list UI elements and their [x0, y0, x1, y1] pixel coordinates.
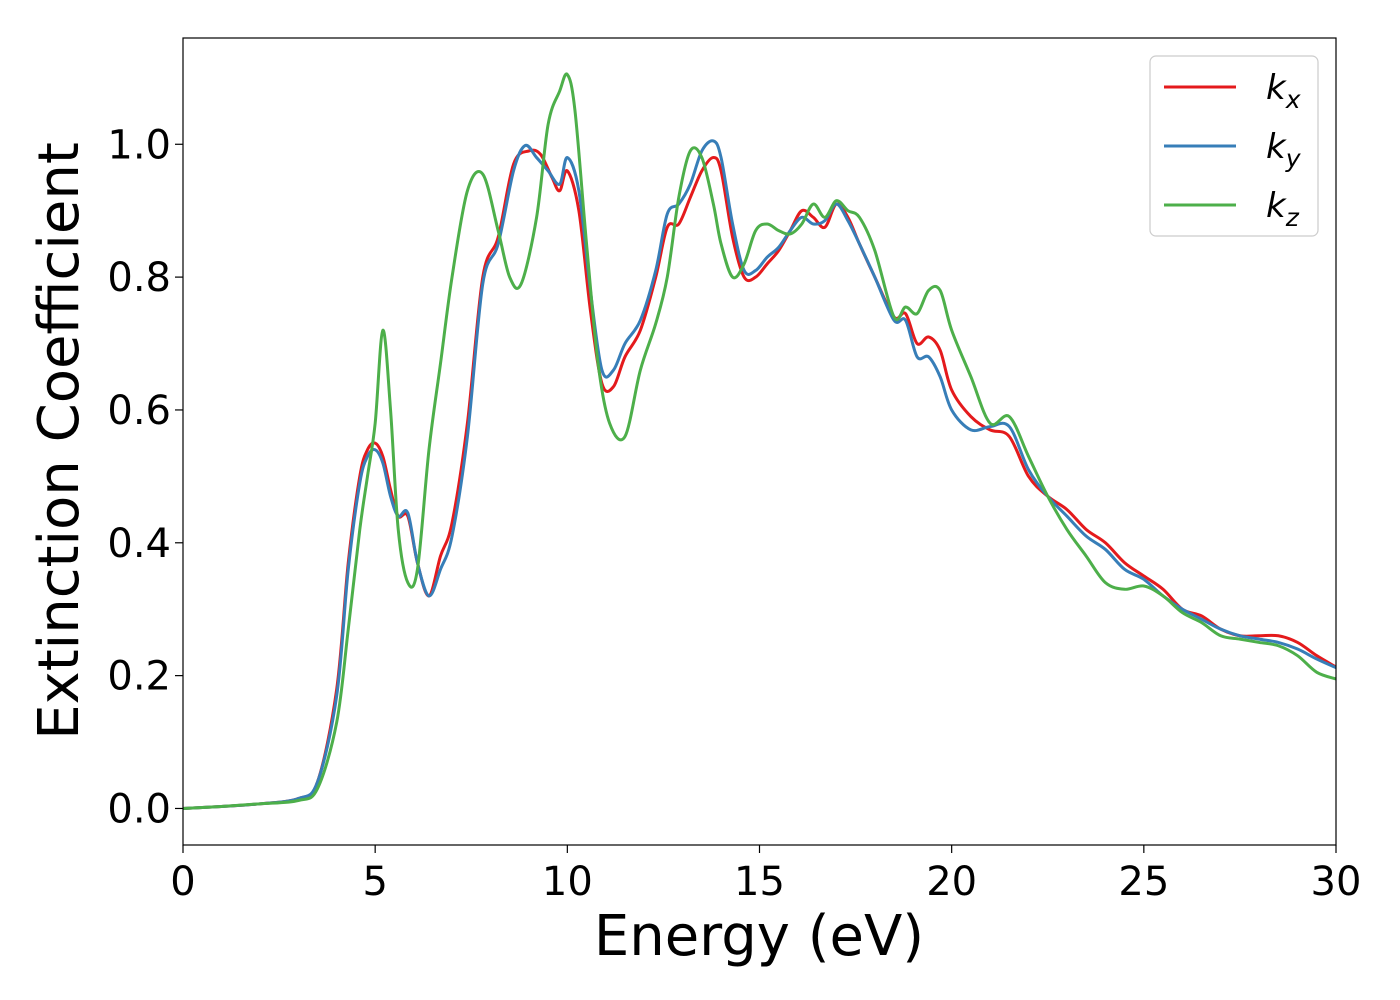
x-tick-label: 25 [1118, 859, 1169, 905]
x-tick-label: 5 [362, 859, 387, 905]
x-tick-label: 0 [170, 859, 195, 905]
x-tick-label: 10 [542, 859, 593, 905]
y-tick-label: 1.0 [107, 122, 171, 168]
series-line-y [183, 139, 1336, 810]
x-tick-label: 15 [734, 859, 785, 905]
legend-label-y: ky [1266, 127, 1302, 173]
x-tick-label: 20 [926, 859, 977, 905]
legend: kx ky kz [1149, 55, 1319, 237]
y-tick-label: 0.0 [107, 786, 171, 832]
series-line-z [183, 72, 1336, 810]
y-tick-label: 0.8 [107, 255, 171, 301]
y-tick-label: 0.6 [107, 388, 171, 434]
y-axis-title: Extinction Coefficient [27, 142, 92, 740]
x-axis-title: Energy (eV) [594, 904, 924, 969]
series-layer [183, 72, 1336, 810]
y-tick-label: 0.2 [107, 654, 171, 700]
x-tick-label: 30 [1311, 859, 1362, 905]
series-line-x [183, 148, 1336, 810]
x-axis-ticks: 0 5 10 15 20 25 30 [170, 845, 1361, 905]
y-tick-label: 0.4 [107, 521, 171, 567]
legend-label-x: kx [1266, 68, 1301, 114]
legend-label-z: kz [1266, 186, 1300, 232]
y-axis-ticks: 0.0 0.2 0.4 0.6 0.8 1.0 [107, 122, 183, 832]
